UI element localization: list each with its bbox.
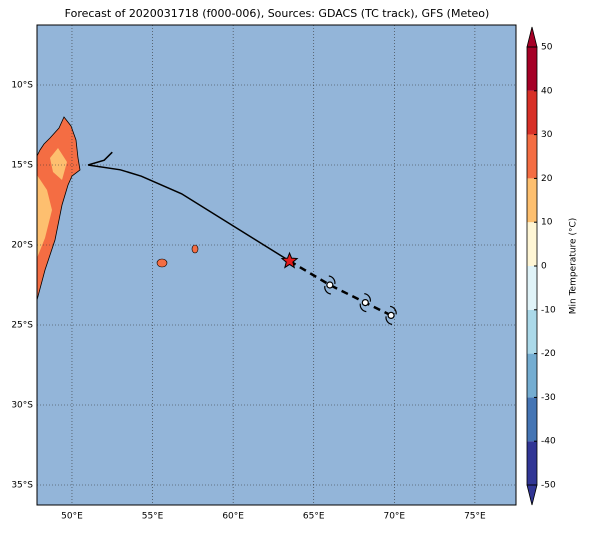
colorbar-tick-label: 20 bbox=[541, 174, 553, 184]
lon-tick-label: 75°E bbox=[464, 512, 486, 522]
land-warm bbox=[50, 148, 67, 180]
lon-tick-label: 50°E bbox=[61, 512, 83, 522]
lat-tick-label: 15°S bbox=[11, 161, 33, 171]
cyclone-eye bbox=[387, 311, 395, 319]
madagascar bbox=[37, 116, 81, 301]
cyclone-eye bbox=[326, 281, 334, 289]
cyclone-arm bbox=[385, 316, 393, 325]
lon-tick-label: 70°E bbox=[383, 512, 405, 522]
colorbar-label: Min Temperature (°C) bbox=[569, 218, 579, 315]
lon-tick-label: 55°E bbox=[142, 512, 164, 522]
mauritius bbox=[191, 244, 199, 254]
colorbar-tick-label: -50 bbox=[541, 481, 556, 491]
colorbar-segment bbox=[527, 266, 537, 310]
track-past bbox=[87, 151, 290, 262]
cyclone-arm bbox=[328, 275, 336, 285]
cyclone-arm bbox=[324, 285, 331, 295]
colorbar-segment bbox=[527, 309, 537, 354]
lat-tick-label: 10°S bbox=[11, 81, 33, 91]
lat-tick-label: 30°S bbox=[11, 401, 33, 411]
colorbar-tick-label: 50 bbox=[541, 43, 553, 53]
colorbar-segment bbox=[527, 397, 537, 442]
colorbar-segment bbox=[527, 47, 537, 91]
colorbar-tick-label: -30 bbox=[541, 393, 556, 403]
track-forecast bbox=[288, 259, 392, 317]
title: Forecast of 2020031718 (f000-006), Sourc… bbox=[65, 7, 490, 20]
colorbar-tick-label: 30 bbox=[541, 130, 553, 140]
colorbar-segment bbox=[527, 90, 537, 135]
reunion bbox=[156, 258, 168, 268]
ocean bbox=[37, 25, 516, 505]
map-frame bbox=[36, 24, 517, 506]
colorbar-tick-label: 0 bbox=[541, 262, 547, 272]
colorbar-extend-top bbox=[526, 26, 538, 48]
colorbar-tick-label: -20 bbox=[541, 349, 556, 359]
colorbar-tick-label: -40 bbox=[541, 437, 556, 447]
colorbar-extend-bottom bbox=[526, 484, 538, 506]
colorbar-tick-label: 10 bbox=[541, 218, 553, 228]
cyclone-symbol bbox=[385, 305, 397, 325]
lat-tick-label: 25°S bbox=[11, 321, 33, 331]
colorbar-segment bbox=[527, 222, 537, 266]
cyclone-arm bbox=[359, 303, 367, 313]
current-position bbox=[280, 251, 299, 269]
lat-tick-label: 35°S bbox=[11, 481, 33, 491]
colorbar-tick-label: 40 bbox=[541, 86, 553, 96]
lon-tick-label: 65°E bbox=[303, 512, 325, 522]
cyclone-symbol bbox=[324, 275, 336, 295]
cyclone-arm bbox=[389, 305, 397, 315]
cyclone-symbol bbox=[359, 293, 371, 313]
cyclone-eye bbox=[361, 299, 369, 307]
lon-tick-label: 60°E bbox=[222, 512, 244, 522]
colorbar-tick-label: -10 bbox=[541, 305, 556, 315]
colorbar-segment bbox=[527, 134, 537, 179]
colorbar-segment bbox=[527, 353, 537, 398]
colorbar-segment bbox=[527, 441, 537, 485]
cyclone-arm bbox=[364, 293, 371, 302]
land-warm bbox=[37, 175, 52, 258]
land bbox=[37, 116, 199, 301]
colorbar-segment bbox=[527, 178, 537, 223]
lat-tick-label: 20°S bbox=[11, 241, 33, 251]
